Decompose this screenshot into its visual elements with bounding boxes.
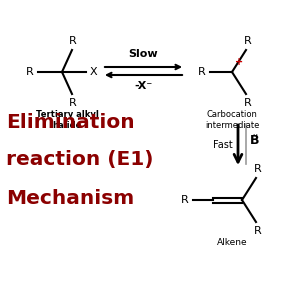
Text: Carbocation
intermediate: Carbocation intermediate [205, 110, 259, 130]
Text: B̈: B̈ [250, 134, 260, 148]
Text: R: R [254, 164, 262, 174]
Text: Tertiary alkyl
halide: Tertiary alkyl halide [36, 110, 98, 130]
Text: R: R [69, 36, 77, 46]
Text: R: R [244, 98, 252, 108]
Text: R: R [244, 36, 252, 46]
Text: R: R [254, 226, 262, 236]
Text: R: R [181, 195, 189, 205]
Text: Elimination: Elimination [6, 112, 135, 131]
Text: Alkene: Alkene [217, 238, 248, 247]
Text: +: + [235, 57, 243, 67]
Text: Mechanism: Mechanism [6, 188, 134, 208]
Text: R: R [26, 67, 34, 77]
Text: -X⁻: -X⁻ [134, 81, 153, 91]
Text: reaction (E1): reaction (E1) [6, 151, 154, 169]
Text: R: R [69, 98, 77, 108]
Text: R: R [198, 67, 206, 77]
Text: Slow: Slow [129, 49, 158, 59]
Text: X: X [90, 67, 98, 77]
Text: Fast: Fast [213, 140, 233, 150]
